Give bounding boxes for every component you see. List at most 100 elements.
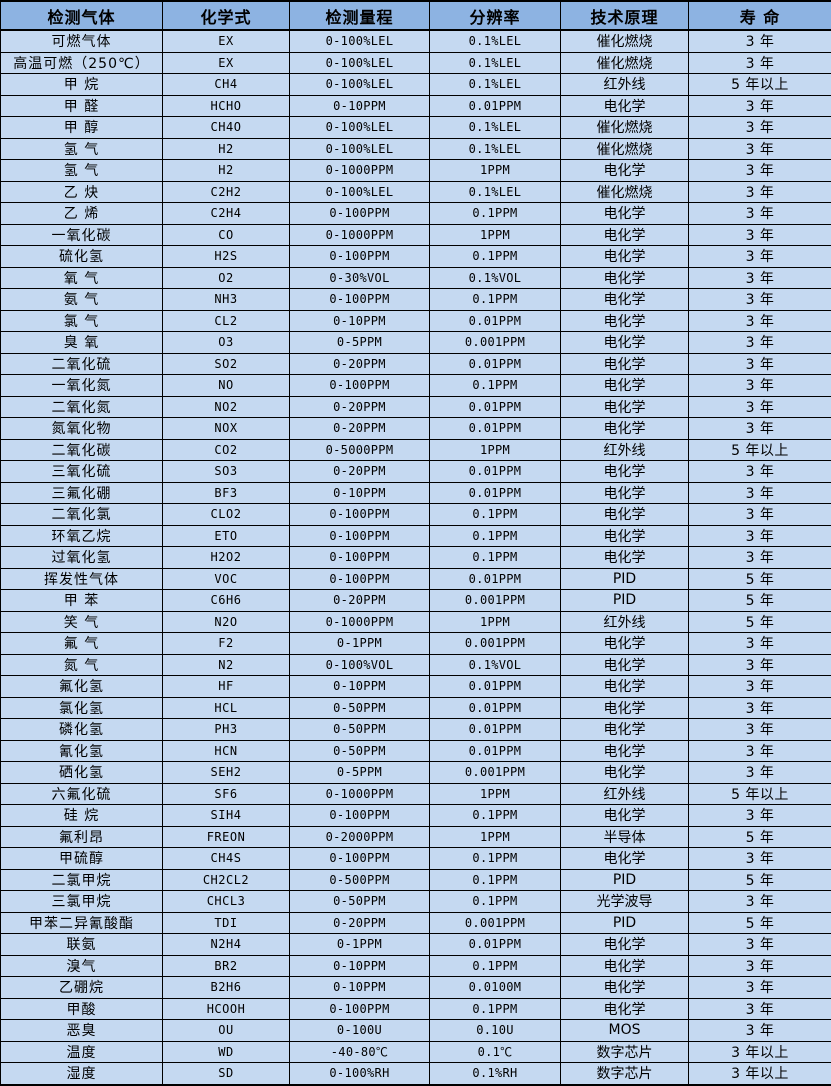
cell-res: 0.1PPM: [430, 805, 561, 827]
cell-formula: B2H6: [163, 977, 290, 999]
cell-res: 0.1%LEL: [430, 30, 561, 52]
cell-formula: CH2CL2: [163, 869, 290, 891]
cell-tech: PID: [561, 912, 689, 934]
cell-range: 0-100%VOL: [290, 654, 430, 676]
cell-gas: 氟利昂: [1, 826, 163, 848]
cell-gas: 一氧化氮: [1, 375, 163, 397]
cell-gas: 高温可燃（250℃）: [1, 52, 163, 74]
cell-formula: H2S: [163, 246, 290, 268]
cell-tech: 电化学: [561, 697, 689, 719]
cell-tech: 数字芯片: [561, 1041, 689, 1063]
cell-formula: CH4: [163, 74, 290, 96]
cell-gas: 氰化氢: [1, 740, 163, 762]
cell-life: 3 年: [689, 719, 831, 741]
cell-formula: CHCL3: [163, 891, 290, 913]
cell-life: 3 年: [689, 934, 831, 956]
cell-res: 0.001PPM: [430, 590, 561, 612]
cell-res: 0.1%LEL: [430, 117, 561, 139]
cell-life: 3 年: [689, 310, 831, 332]
cell-res: 0.1PPM: [430, 203, 561, 225]
cell-tech: 电化学: [561, 998, 689, 1020]
cell-formula: HCHO: [163, 95, 290, 117]
cell-formula: BR2: [163, 955, 290, 977]
cell-res: 1PPM: [430, 783, 561, 805]
cell-res: 0.1PPM: [430, 246, 561, 268]
cell-tech: 电化学: [561, 160, 689, 182]
cell-res: 0.01PPM: [430, 934, 561, 956]
cell-range: 0-50PPM: [290, 719, 430, 741]
cell-formula: HCN: [163, 740, 290, 762]
cell-range: 0-10PPM: [290, 977, 430, 999]
cell-gas: 氢 气: [1, 138, 163, 160]
cell-gas: 甲苯二异氰酸酯: [1, 912, 163, 934]
cell-res: 0.1℃: [430, 1041, 561, 1063]
cell-life: 3 年: [689, 805, 831, 827]
cell-tech: PID: [561, 568, 689, 590]
cell-tech: 电化学: [561, 95, 689, 117]
cell-range: 0-10PPM: [290, 310, 430, 332]
cell-res: 1PPM: [430, 826, 561, 848]
cell-range: 0-100PPM: [290, 375, 430, 397]
cell-range: 0-5PPM: [290, 332, 430, 354]
cell-formula: N2H4: [163, 934, 290, 956]
cell-formula: NO2: [163, 396, 290, 418]
cell-range: 0-100PPM: [290, 848, 430, 870]
cell-formula: H2: [163, 160, 290, 182]
cell-formula: EX: [163, 30, 290, 52]
cell-formula: PH3: [163, 719, 290, 741]
cell-life: 3 年: [689, 504, 831, 526]
cell-tech: 电化学: [561, 267, 689, 289]
cell-life: 3 年: [689, 30, 831, 52]
cell-gas: 过氧化氢: [1, 547, 163, 569]
cell-life: 5 年: [689, 912, 831, 934]
cell-res: 0.1PPM: [430, 525, 561, 547]
cell-range: 0-100PPM: [290, 805, 430, 827]
table-header: 检测气体 化学式 检测量程 分辨率 技术原理 寿 命: [1, 1, 831, 30]
cell-formula: HCOOH: [163, 998, 290, 1020]
cell-formula: CO: [163, 224, 290, 246]
cell-tech: 催化燃烧: [561, 181, 689, 203]
cell-range: 0-1000PPM: [290, 783, 430, 805]
cell-tech: 光学波导: [561, 891, 689, 913]
cell-res: 0.1PPM: [430, 848, 561, 870]
cell-range: 0-2000PPM: [290, 826, 430, 848]
cell-gas: 硅 烷: [1, 805, 163, 827]
cell-range: 0-50PPM: [290, 891, 430, 913]
cell-res: 0.1PPM: [430, 891, 561, 913]
cell-res: 0.1PPM: [430, 375, 561, 397]
cell-tech: 电化学: [561, 504, 689, 526]
column-header-formula: 化学式: [163, 1, 290, 30]
cell-life: 3 年: [689, 203, 831, 225]
cell-gas: 恶臭: [1, 1020, 163, 1042]
cell-life: 3 年: [689, 160, 831, 182]
cell-tech: 电化学: [561, 633, 689, 655]
cell-tech: 电化学: [561, 805, 689, 827]
cell-life: 3 年: [689, 762, 831, 784]
cell-life: 3 年: [689, 224, 831, 246]
cell-tech: 电化学: [561, 461, 689, 483]
cell-range: -40-80℃: [290, 1041, 430, 1063]
cell-range: 0-100PPM: [290, 203, 430, 225]
cell-life: 3 年: [689, 1020, 831, 1042]
